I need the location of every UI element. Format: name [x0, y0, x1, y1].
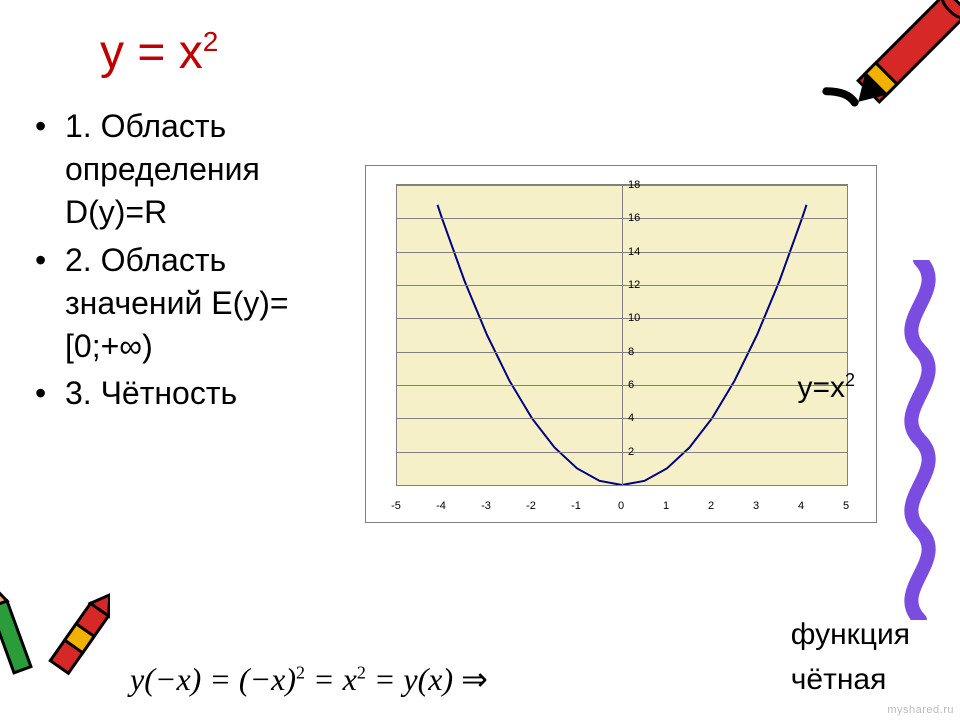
squiggle-clipart-right: [890, 260, 950, 620]
chart-frame: 24681012141618 -5-4-3-2-1012345: [365, 165, 877, 523]
y-tick-label: 10: [628, 312, 640, 324]
y-tick-label: 8: [628, 346, 634, 358]
x-tick-label: 3: [753, 500, 759, 512]
bullet-item: •2. Область значений E(y)=[0;+∞): [35, 239, 345, 369]
equation-label: y=x2: [797, 370, 855, 405]
crayons-clipart-bottom-left: [0, 570, 110, 690]
bullet-item: •3. Чётность: [35, 372, 345, 415]
bullet-list: •1. Область определения D(y)=R•2. Област…: [35, 105, 345, 419]
y-tick-label: 2: [628, 446, 634, 458]
y-tick-label: 18: [628, 179, 640, 191]
bullet-item: •1. Область определения D(y)=R: [35, 105, 345, 235]
x-tick-label: -1: [571, 500, 581, 512]
x-tick-label: 4: [798, 500, 804, 512]
crayon-clipart-top-right: [820, 0, 960, 140]
y-tick-label: 6: [628, 379, 634, 391]
x-tick-label: 5: [843, 500, 849, 512]
y-tick-label: 4: [628, 412, 634, 424]
x-tick-label: 0: [618, 500, 624, 512]
y-tick-label: 14: [628, 246, 640, 258]
watermark: myshared.ru: [887, 704, 954, 716]
x-tick-label: 2: [708, 500, 714, 512]
x-tick-label: -4: [436, 500, 446, 512]
chart-plot-area: 24681012141618: [396, 184, 848, 486]
parity-equation: y(−x) = (−x)2 = x2 = y(x) ⇒: [130, 660, 488, 698]
x-tick-label: -5: [391, 500, 401, 512]
y-tick-label: 12: [628, 279, 640, 291]
page-title: y = x2: [100, 25, 218, 80]
x-tick-label: 1: [663, 500, 669, 512]
conclusion-text: функциячётная: [791, 612, 910, 702]
x-tick-label: -3: [481, 500, 491, 512]
y-tick-label: 16: [628, 212, 640, 224]
x-tick-label: -2: [526, 500, 536, 512]
